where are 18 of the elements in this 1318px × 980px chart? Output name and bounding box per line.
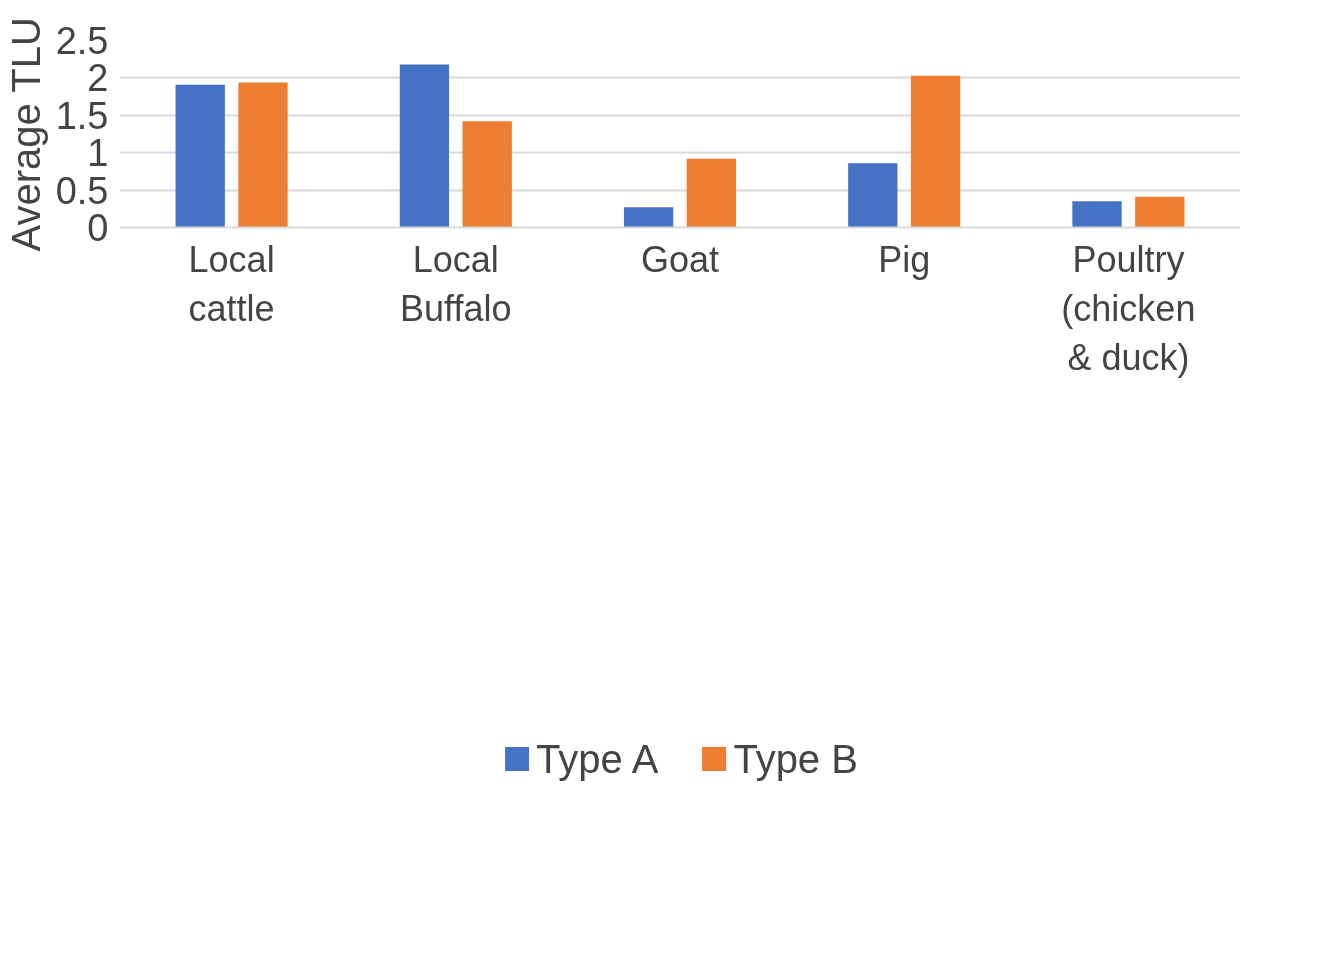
x-tick-label: Pig [878, 238, 931, 280]
x-tick-label: Local Buffalo [400, 238, 512, 329]
legend-label: Type B [733, 736, 858, 782]
bar [848, 163, 898, 228]
bar [399, 64, 450, 228]
y-axis-title: Average TLU [3, 17, 48, 252]
bar [1072, 201, 1122, 228]
x-tick-label: Local cattle [188, 238, 275, 329]
bar [686, 158, 737, 228]
legend-label: Type A [536, 736, 659, 782]
bar [1135, 196, 1185, 228]
bar [910, 75, 961, 228]
x-tick-label: Poultry (chicken & duck) [1061, 238, 1196, 378]
bar [175, 84, 225, 228]
bar [238, 82, 288, 228]
bar [623, 207, 674, 228]
x-tick-label: Goat [640, 238, 720, 280]
bar [462, 121, 512, 228]
